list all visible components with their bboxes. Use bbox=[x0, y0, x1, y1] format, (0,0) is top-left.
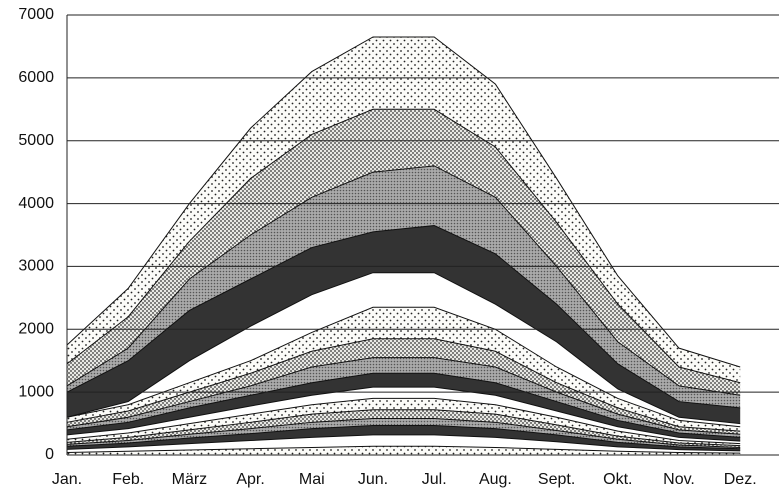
band-area bbox=[67, 272, 741, 427]
x-tick-label: Sept. bbox=[538, 471, 575, 488]
band-area bbox=[67, 357, 741, 438]
band-area bbox=[67, 165, 741, 408]
band-area bbox=[67, 109, 741, 396]
x-tick-label: Feb. bbox=[112, 471, 144, 488]
band-line bbox=[66, 225, 741, 409]
x-tick-label: März bbox=[172, 471, 208, 488]
band-line bbox=[66, 338, 741, 432]
band-line bbox=[66, 434, 741, 452]
x-tick-label: Jun. bbox=[358, 471, 388, 488]
band-line bbox=[66, 397, 741, 445]
x-tick-label: Nov. bbox=[663, 471, 695, 488]
y-tick-label: 1000 bbox=[18, 383, 54, 400]
y-tick-label: 2000 bbox=[18, 321, 54, 338]
x-tick-label: Jul. bbox=[422, 471, 447, 488]
band-line bbox=[66, 445, 741, 454]
band-line bbox=[66, 424, 741, 450]
y-tick-label: 3000 bbox=[18, 258, 54, 275]
band-area bbox=[67, 225, 741, 424]
band-line bbox=[66, 36, 741, 368]
band-area bbox=[67, 37, 741, 383]
band-line bbox=[66, 108, 741, 384]
x-tick-label: Apr. bbox=[236, 471, 264, 488]
band-line bbox=[66, 357, 741, 435]
y-tick-label: 7000 bbox=[18, 6, 54, 23]
x-tick-label: Jan. bbox=[52, 471, 82, 488]
y-tick-label: 0 bbox=[45, 446, 54, 463]
y-tick-label: 6000 bbox=[18, 69, 54, 86]
x-tick-label: Mai bbox=[299, 471, 325, 488]
band-line bbox=[66, 372, 741, 438]
band-area bbox=[67, 425, 741, 451]
band-line bbox=[66, 306, 741, 428]
band-line bbox=[66, 272, 741, 425]
y-tick-label: 5000 bbox=[18, 132, 54, 149]
band-line bbox=[66, 165, 741, 396]
x-tick-label: Aug. bbox=[479, 471, 512, 488]
band-line bbox=[66, 418, 741, 448]
x-tick-label: Okt. bbox=[603, 471, 632, 488]
band-line bbox=[66, 386, 741, 442]
band-line bbox=[66, 409, 741, 447]
band-area bbox=[67, 446, 741, 455]
y-tick-label: 4000 bbox=[18, 195, 54, 212]
x-tick-label: Dez. bbox=[724, 471, 757, 488]
band-area bbox=[67, 418, 741, 449]
